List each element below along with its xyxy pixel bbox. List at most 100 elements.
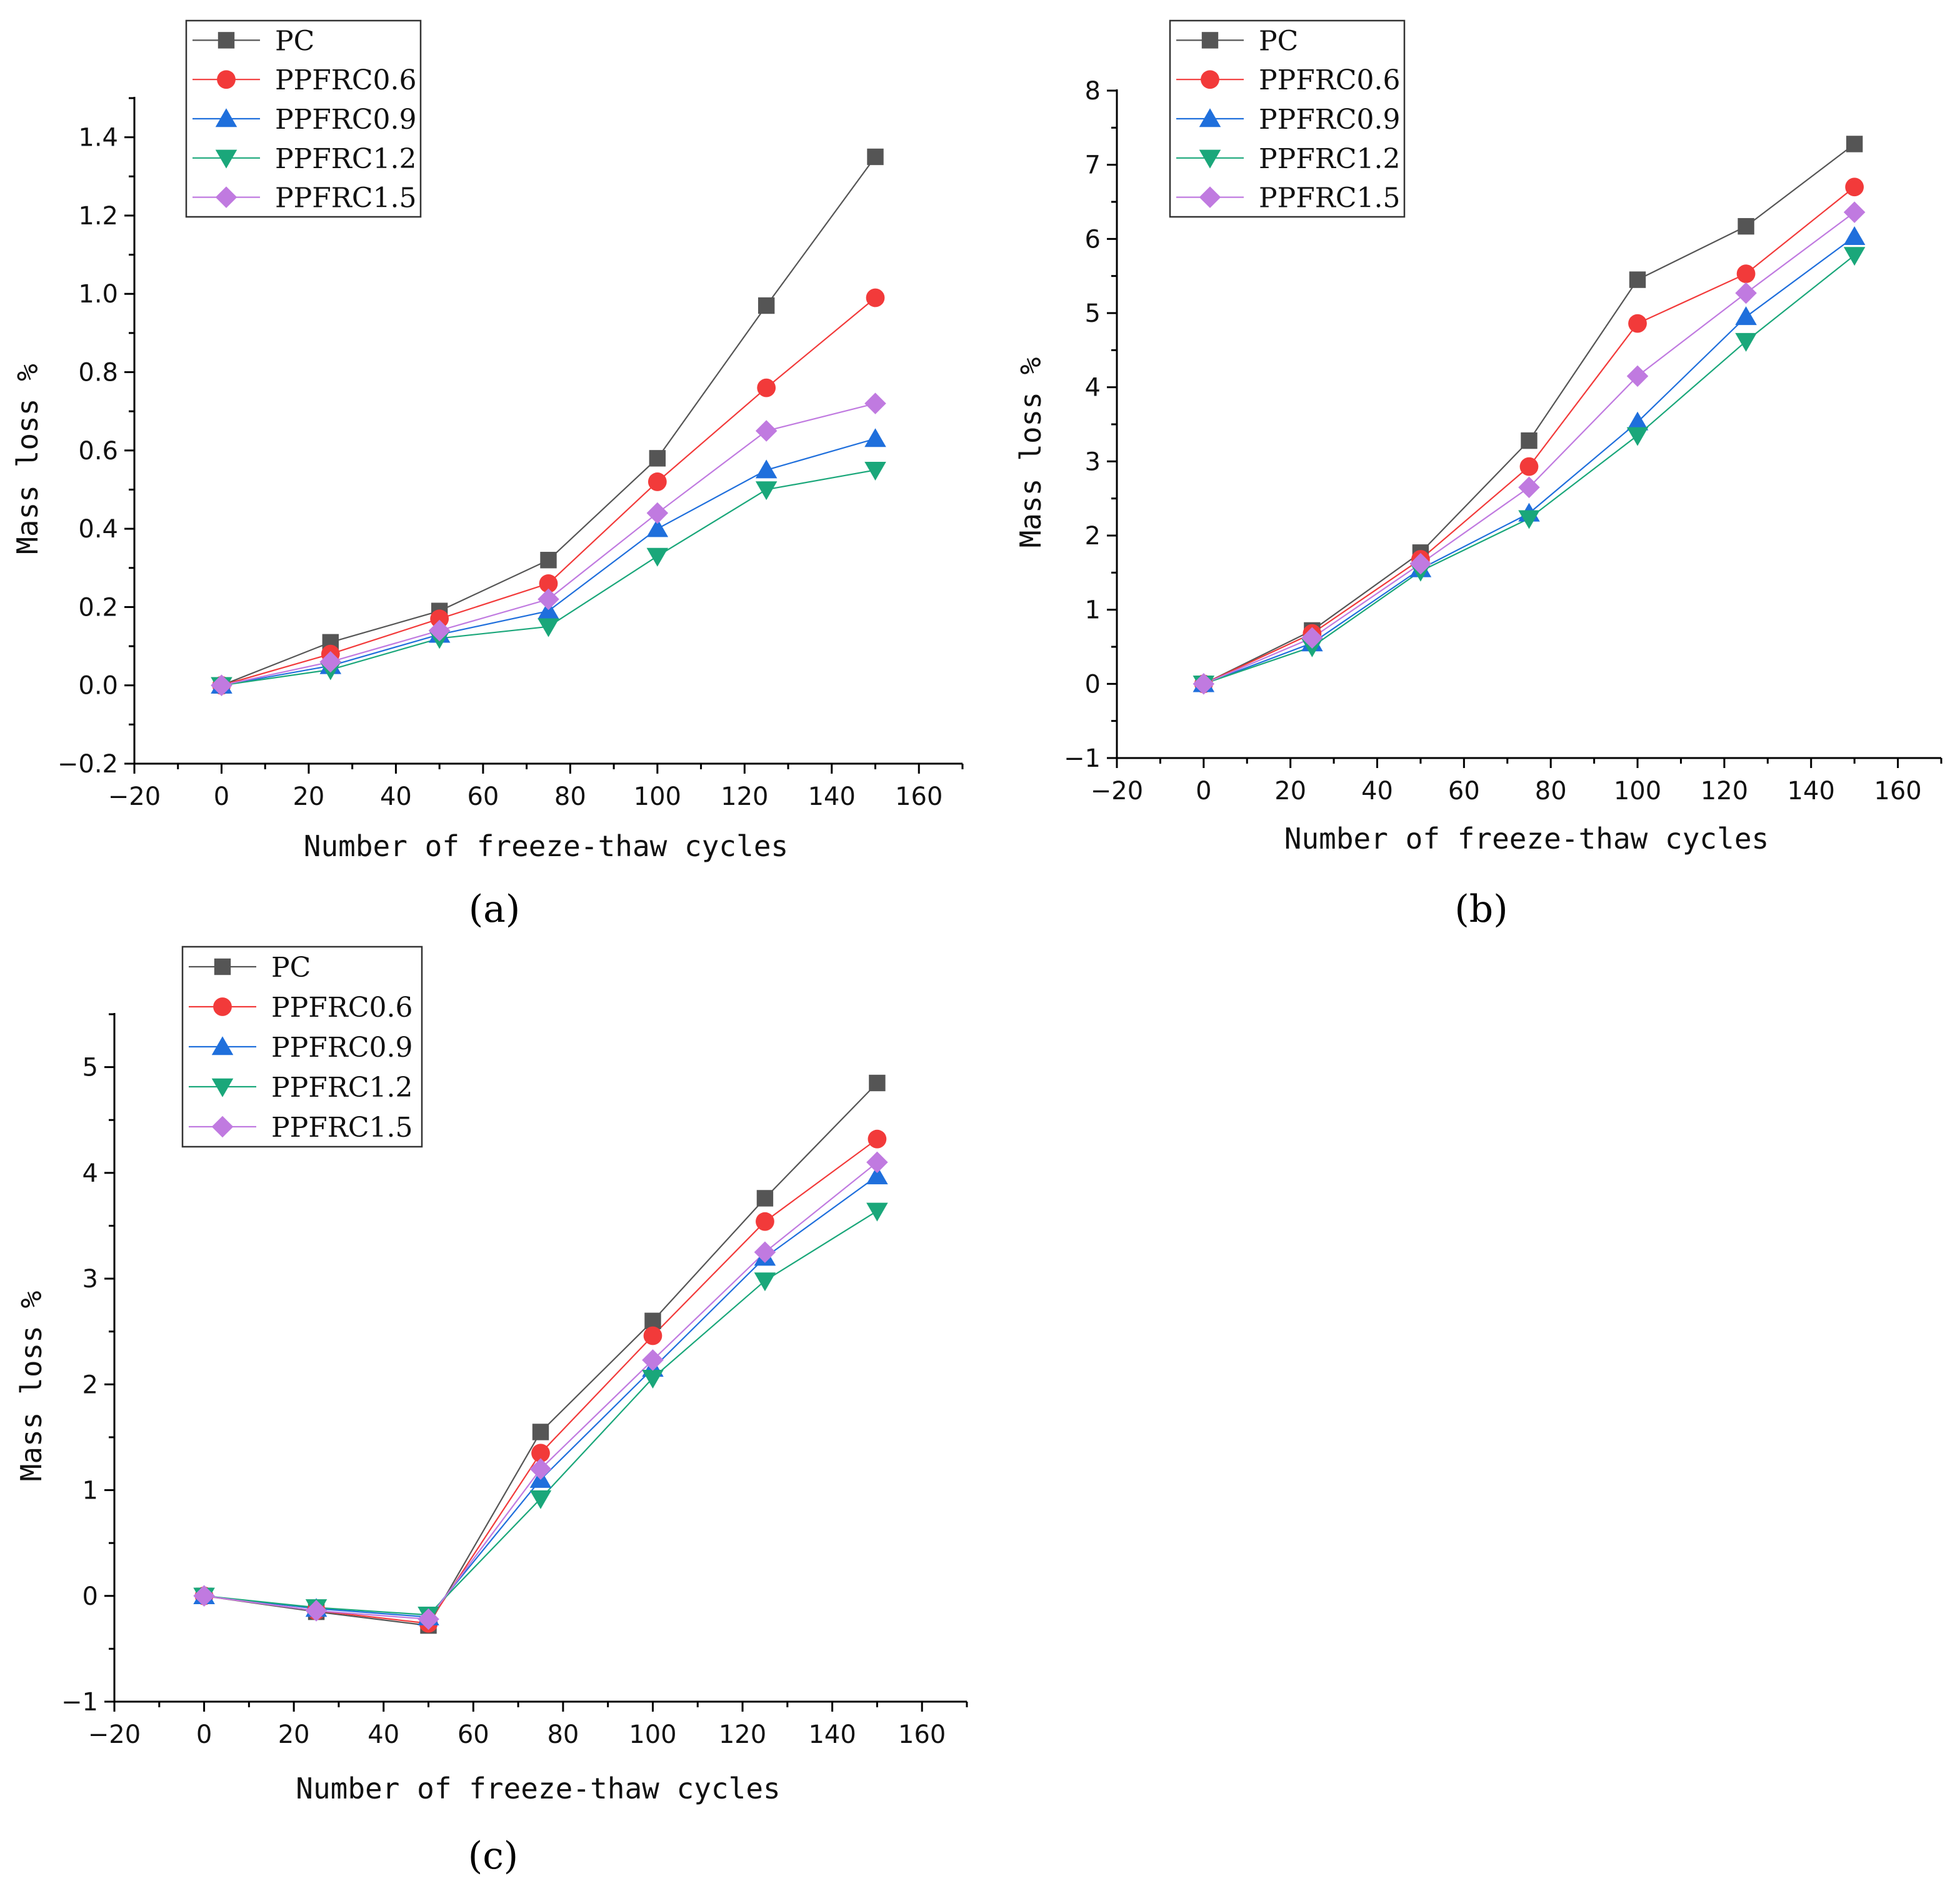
data-point	[418, 1608, 439, 1630]
data-point	[305, 1600, 328, 1622]
y-tick-label: −1	[1064, 744, 1101, 773]
legend-label: PC	[1259, 25, 1298, 57]
x-tick-label: 100	[1614, 777, 1661, 806]
y-tick-label: 0.6	[78, 437, 118, 466]
legend-marker	[213, 997, 232, 1016]
series-line-ppfrc1-5	[221, 402, 876, 686]
data-point	[1629, 271, 1646, 288]
legend-marker	[1199, 108, 1221, 127]
data-point	[864, 461, 886, 481]
legend-label: PPFRC1.5	[271, 1112, 413, 1144]
y-tick-label: 0	[82, 1582, 98, 1611]
data-point	[869, 1074, 886, 1092]
x-tick-label: 100	[634, 782, 681, 811]
y-tick-label: 1.0	[78, 280, 118, 309]
x-tick-label: −20	[88, 1720, 141, 1749]
x-tick-label: 140	[808, 1720, 856, 1749]
legend-marker	[215, 149, 238, 169]
data-point	[1735, 332, 1757, 352]
y-tick-label: 0	[1085, 670, 1101, 699]
x-tick-label: 120	[1701, 777, 1748, 806]
x-tick-label: 20	[278, 1720, 310, 1749]
y-axis-title: Mass loss %	[1014, 357, 1048, 548]
legend-label: PPFRC1.5	[275, 182, 417, 214]
x-tick-label: 80	[554, 782, 586, 811]
data-point	[1192, 673, 1215, 695]
data-point	[1628, 314, 1647, 333]
data-point	[211, 674, 232, 696]
legend-marker	[211, 1036, 234, 1055]
data-point	[755, 481, 778, 501]
data-point	[864, 428, 886, 447]
data-point	[1521, 432, 1538, 449]
data-point	[756, 1190, 774, 1207]
legend-label: PC	[275, 25, 314, 57]
x-tick-label: 0	[214, 782, 229, 811]
data-point	[1626, 427, 1649, 446]
data-point	[1301, 627, 1323, 649]
data-point	[755, 459, 778, 479]
y-tick-label: 7	[1085, 151, 1101, 180]
data-point	[649, 450, 666, 467]
x-tick-label: 120	[719, 1720, 766, 1749]
data-point	[754, 1272, 776, 1292]
x-axis-title: Number of freeze-thaw cycles	[1284, 822, 1769, 856]
data-point	[866, 288, 885, 307]
data-point	[646, 547, 669, 567]
x-axis-title: Number of freeze-thaw cycles	[296, 1772, 780, 1805]
x-tick-label: 40	[380, 782, 412, 811]
data-point	[646, 502, 669, 524]
x-tick-label: 80	[547, 1720, 579, 1749]
data-point	[430, 609, 449, 629]
legend-label: PPFRC0.9	[275, 104, 417, 136]
data-point	[644, 1312, 661, 1329]
series-line-ppfrc0-6	[204, 1138, 878, 1624]
data-point	[531, 1444, 550, 1463]
data-point	[1518, 476, 1540, 499]
x-tick-label: 60	[467, 782, 499, 811]
x-tick-label: 160	[898, 1720, 946, 1749]
legend: PC PPFRC0.6 PPFRC0.9 PPFRC1.2 PPFRC1.5	[181, 945, 423, 1148]
series-line-ppfrc0-9	[204, 1175, 878, 1618]
y-axis-title: Mass loss %	[14, 1291, 48, 1482]
y-tick-label: −0.2	[58, 750, 118, 779]
data-point	[1518, 510, 1540, 529]
data-point	[1736, 264, 1756, 283]
legend-label: PC	[271, 952, 311, 984]
data-point	[540, 552, 557, 569]
legend-marker	[1201, 70, 1219, 89]
legend-label: PPFRC1.5	[1259, 182, 1401, 214]
legend-label: PPFRC0.9	[1259, 104, 1401, 136]
legend-marker	[218, 32, 235, 49]
legend-marker	[215, 108, 238, 127]
data-point	[866, 1151, 888, 1174]
data-point	[758, 297, 775, 314]
data-point	[1845, 177, 1864, 197]
data-point	[529, 1490, 552, 1509]
data-point	[532, 1424, 549, 1440]
chart-panel-2: −20 0 20 40 60 80 100 120 140 160 −1 0 1 2 3 4 5 6 7 8 Numbe…	[1014, 19, 1942, 931]
x-tick-label: 0	[196, 1720, 212, 1749]
x-tick-label: 20	[1274, 777, 1306, 806]
legend-label: PPFRC0.9	[271, 1032, 413, 1064]
data-point	[1843, 226, 1866, 245]
x-tick-label: 0	[1196, 777, 1211, 806]
data-point	[1409, 552, 1432, 575]
data-point	[538, 618, 559, 637]
y-tick-label: 4	[82, 1159, 98, 1188]
y-tick-label: 0.2	[78, 593, 118, 622]
y-axis-title: Mass loss %	[11, 364, 44, 554]
legend-label: PPFRC0.6	[1259, 64, 1401, 96]
data-point	[866, 1165, 888, 1185]
data-point	[538, 588, 559, 611]
y-tick-label: 1	[82, 1477, 98, 1505]
legend-label: PPFRC1.2	[275, 143, 417, 175]
data-point	[428, 619, 451, 642]
y-tick-label: 5	[1085, 299, 1101, 328]
chart-panel-3: −20 0 20 40 60 80 100 120 140 160 −1 0 1 2 3 4 5 Number o…	[14, 945, 968, 1878]
panel-label: (a)	[469, 887, 521, 931]
x-tick-label: 120	[721, 782, 768, 811]
x-tick-label: −20	[1091, 777, 1143, 806]
data-point	[539, 574, 558, 593]
